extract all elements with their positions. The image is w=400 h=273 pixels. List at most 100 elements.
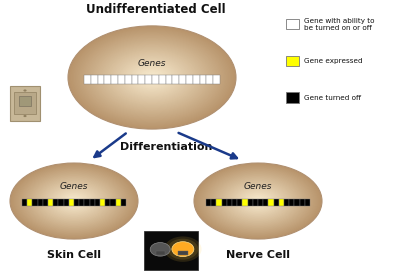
Ellipse shape (197, 165, 319, 237)
Ellipse shape (250, 196, 266, 206)
Circle shape (23, 90, 26, 92)
Bar (84, 198, 90, 206)
Ellipse shape (89, 39, 215, 116)
Bar (125, 75, 132, 84)
Ellipse shape (90, 40, 214, 115)
Ellipse shape (38, 179, 110, 222)
Ellipse shape (41, 181, 107, 221)
Bar (248, 198, 253, 206)
Bar (48, 198, 53, 206)
Bar (84, 75, 91, 84)
Bar (258, 198, 263, 206)
Ellipse shape (130, 64, 174, 91)
Circle shape (23, 115, 26, 117)
Ellipse shape (216, 176, 300, 226)
Ellipse shape (148, 75, 156, 80)
Bar (64, 198, 69, 206)
Ellipse shape (11, 164, 137, 238)
Ellipse shape (44, 183, 104, 219)
Bar (274, 198, 279, 206)
Ellipse shape (111, 52, 193, 102)
Ellipse shape (45, 184, 103, 218)
Ellipse shape (98, 44, 207, 111)
Ellipse shape (127, 62, 177, 93)
Text: Undifferentiated Cell: Undifferentiated Cell (86, 3, 226, 16)
Ellipse shape (69, 198, 79, 204)
Ellipse shape (218, 177, 298, 225)
Ellipse shape (134, 66, 170, 89)
Ellipse shape (36, 178, 112, 224)
Ellipse shape (205, 169, 311, 233)
Ellipse shape (120, 58, 184, 97)
Ellipse shape (68, 26, 236, 129)
Ellipse shape (252, 197, 264, 205)
Bar (116, 198, 121, 206)
Ellipse shape (82, 34, 222, 120)
Ellipse shape (29, 174, 119, 228)
Ellipse shape (71, 199, 77, 203)
Ellipse shape (10, 163, 138, 239)
Bar (289, 198, 294, 206)
Ellipse shape (142, 72, 162, 84)
Ellipse shape (63, 195, 85, 207)
Bar (19, 96, 31, 106)
Ellipse shape (55, 190, 93, 212)
Bar (90, 198, 95, 206)
Ellipse shape (242, 192, 274, 210)
Ellipse shape (96, 43, 208, 112)
Ellipse shape (240, 190, 276, 212)
Ellipse shape (66, 197, 82, 206)
Bar (172, 75, 179, 84)
Ellipse shape (210, 173, 306, 230)
Ellipse shape (212, 174, 304, 228)
Ellipse shape (144, 72, 160, 83)
Bar (95, 198, 100, 206)
Bar (121, 198, 126, 206)
Ellipse shape (226, 182, 290, 220)
Ellipse shape (145, 73, 159, 82)
Ellipse shape (228, 183, 288, 219)
Text: Skin Cell: Skin Cell (47, 250, 101, 260)
Ellipse shape (118, 57, 186, 98)
Ellipse shape (196, 164, 320, 238)
Ellipse shape (207, 171, 309, 232)
Ellipse shape (26, 173, 122, 230)
Ellipse shape (56, 190, 92, 212)
Bar (111, 75, 118, 84)
Bar (14, 93, 36, 114)
Ellipse shape (37, 179, 111, 223)
Ellipse shape (28, 174, 120, 228)
Ellipse shape (140, 70, 165, 85)
Ellipse shape (229, 184, 287, 218)
Ellipse shape (12, 164, 136, 238)
Circle shape (168, 239, 198, 260)
Ellipse shape (254, 198, 262, 204)
Bar (300, 198, 305, 206)
Bar (91, 75, 98, 84)
Ellipse shape (93, 41, 211, 114)
Bar (206, 198, 211, 206)
Ellipse shape (50, 187, 98, 215)
Ellipse shape (46, 185, 102, 218)
Ellipse shape (59, 192, 89, 210)
Ellipse shape (200, 167, 316, 235)
Ellipse shape (13, 165, 135, 237)
Ellipse shape (30, 175, 118, 227)
Ellipse shape (116, 55, 188, 100)
Ellipse shape (208, 171, 308, 231)
Bar (286, 56, 299, 66)
Ellipse shape (31, 176, 117, 226)
Ellipse shape (78, 32, 226, 123)
Ellipse shape (106, 49, 198, 106)
Bar (138, 75, 145, 84)
Ellipse shape (132, 66, 172, 90)
Bar (179, 75, 186, 84)
Bar (253, 198, 258, 206)
Ellipse shape (231, 185, 285, 217)
Ellipse shape (225, 181, 291, 221)
Ellipse shape (230, 185, 286, 218)
Text: Genes: Genes (60, 182, 88, 191)
Ellipse shape (85, 36, 219, 119)
Ellipse shape (255, 199, 261, 203)
Bar (279, 198, 284, 206)
